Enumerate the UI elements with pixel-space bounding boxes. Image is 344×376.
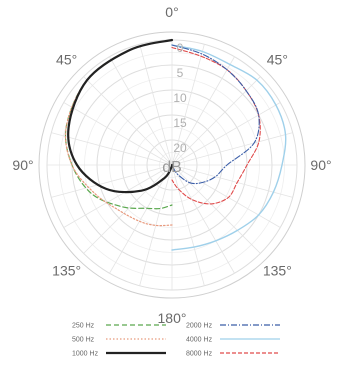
polar-labels: 0 5 10 15 20 0° 45° 90° 135° 180° 45° 90° 135° [12, 4, 331, 326]
legend-label: 500 Hz [72, 337, 95, 344]
angle-label: 90° [310, 157, 331, 173]
grid-spoke [171, 44, 205, 166]
grid-spoke [51, 164, 173, 198]
grid-spoke [51, 132, 173, 166]
legend-label: 250 Hz [72, 323, 95, 330]
angle-label: 90° [12, 157, 33, 173]
grid-spoke [139, 44, 173, 166]
grid-spoke [83, 164, 173, 254]
angle-label: 135° [52, 262, 81, 278]
ring-tick-label: 20 [173, 141, 187, 155]
outer-ring [38, 31, 306, 299]
grid-spoke [171, 56, 235, 166]
grid-spoke [83, 76, 173, 166]
legend-label: 2000 Hz [186, 323, 213, 330]
grid-spoke [63, 164, 173, 228]
legend: 250 Hz 2000 Hz 500 Hz 4000 Hz 1000 Hz 8000 Hz [72, 323, 280, 358]
legend-item: 4000 Hz [186, 337, 280, 344]
angle-label: 45° [56, 52, 77, 68]
legend-item: 2000 Hz [186, 323, 280, 330]
polar-grid [38, 31, 306, 299]
angle-label: 135° [263, 262, 292, 278]
grid-spoke [171, 132, 293, 166]
legend-item: 500 Hz [72, 337, 166, 344]
angle-label: 45° [267, 52, 288, 68]
legend-item: 1000 Hz [72, 351, 166, 358]
grid-spoke [171, 102, 281, 166]
center-db-label: dB [162, 159, 182, 176]
legend-label: 8000 Hz [186, 351, 213, 358]
series-500hz [64, 39, 173, 227]
legend-item: 8000 Hz [186, 351, 280, 358]
ring-tick-label: 0 [177, 41, 184, 55]
grid-spoke [171, 164, 205, 286]
ring-tick-label: 5 [177, 66, 184, 80]
legend-label: 4000 Hz [186, 337, 213, 344]
grid-spoke [63, 102, 173, 166]
legend-item: 250 Hz [72, 323, 166, 330]
legend-label: 1000 Hz [72, 351, 99, 358]
grid-spoke [109, 164, 173, 274]
series-4000hz [171, 44, 287, 251]
grid-spoke [171, 164, 281, 228]
series-1000hz [67, 38, 174, 194]
polar-curves [64, 38, 287, 251]
angle-label: 180° [158, 310, 187, 326]
ring-tick-label: 10 [173, 91, 187, 105]
angle-label: 0° [165, 4, 178, 20]
grid-spoke [171, 76, 261, 166]
grid-spoke [171, 164, 261, 254]
ring-tick-label: 15 [173, 116, 187, 130]
series-2000hz [171, 44, 260, 185]
grid-spoke [109, 56, 173, 166]
grid-spoke [139, 164, 173, 286]
grid-spoke [171, 164, 235, 274]
grid-spoke [171, 164, 293, 198]
